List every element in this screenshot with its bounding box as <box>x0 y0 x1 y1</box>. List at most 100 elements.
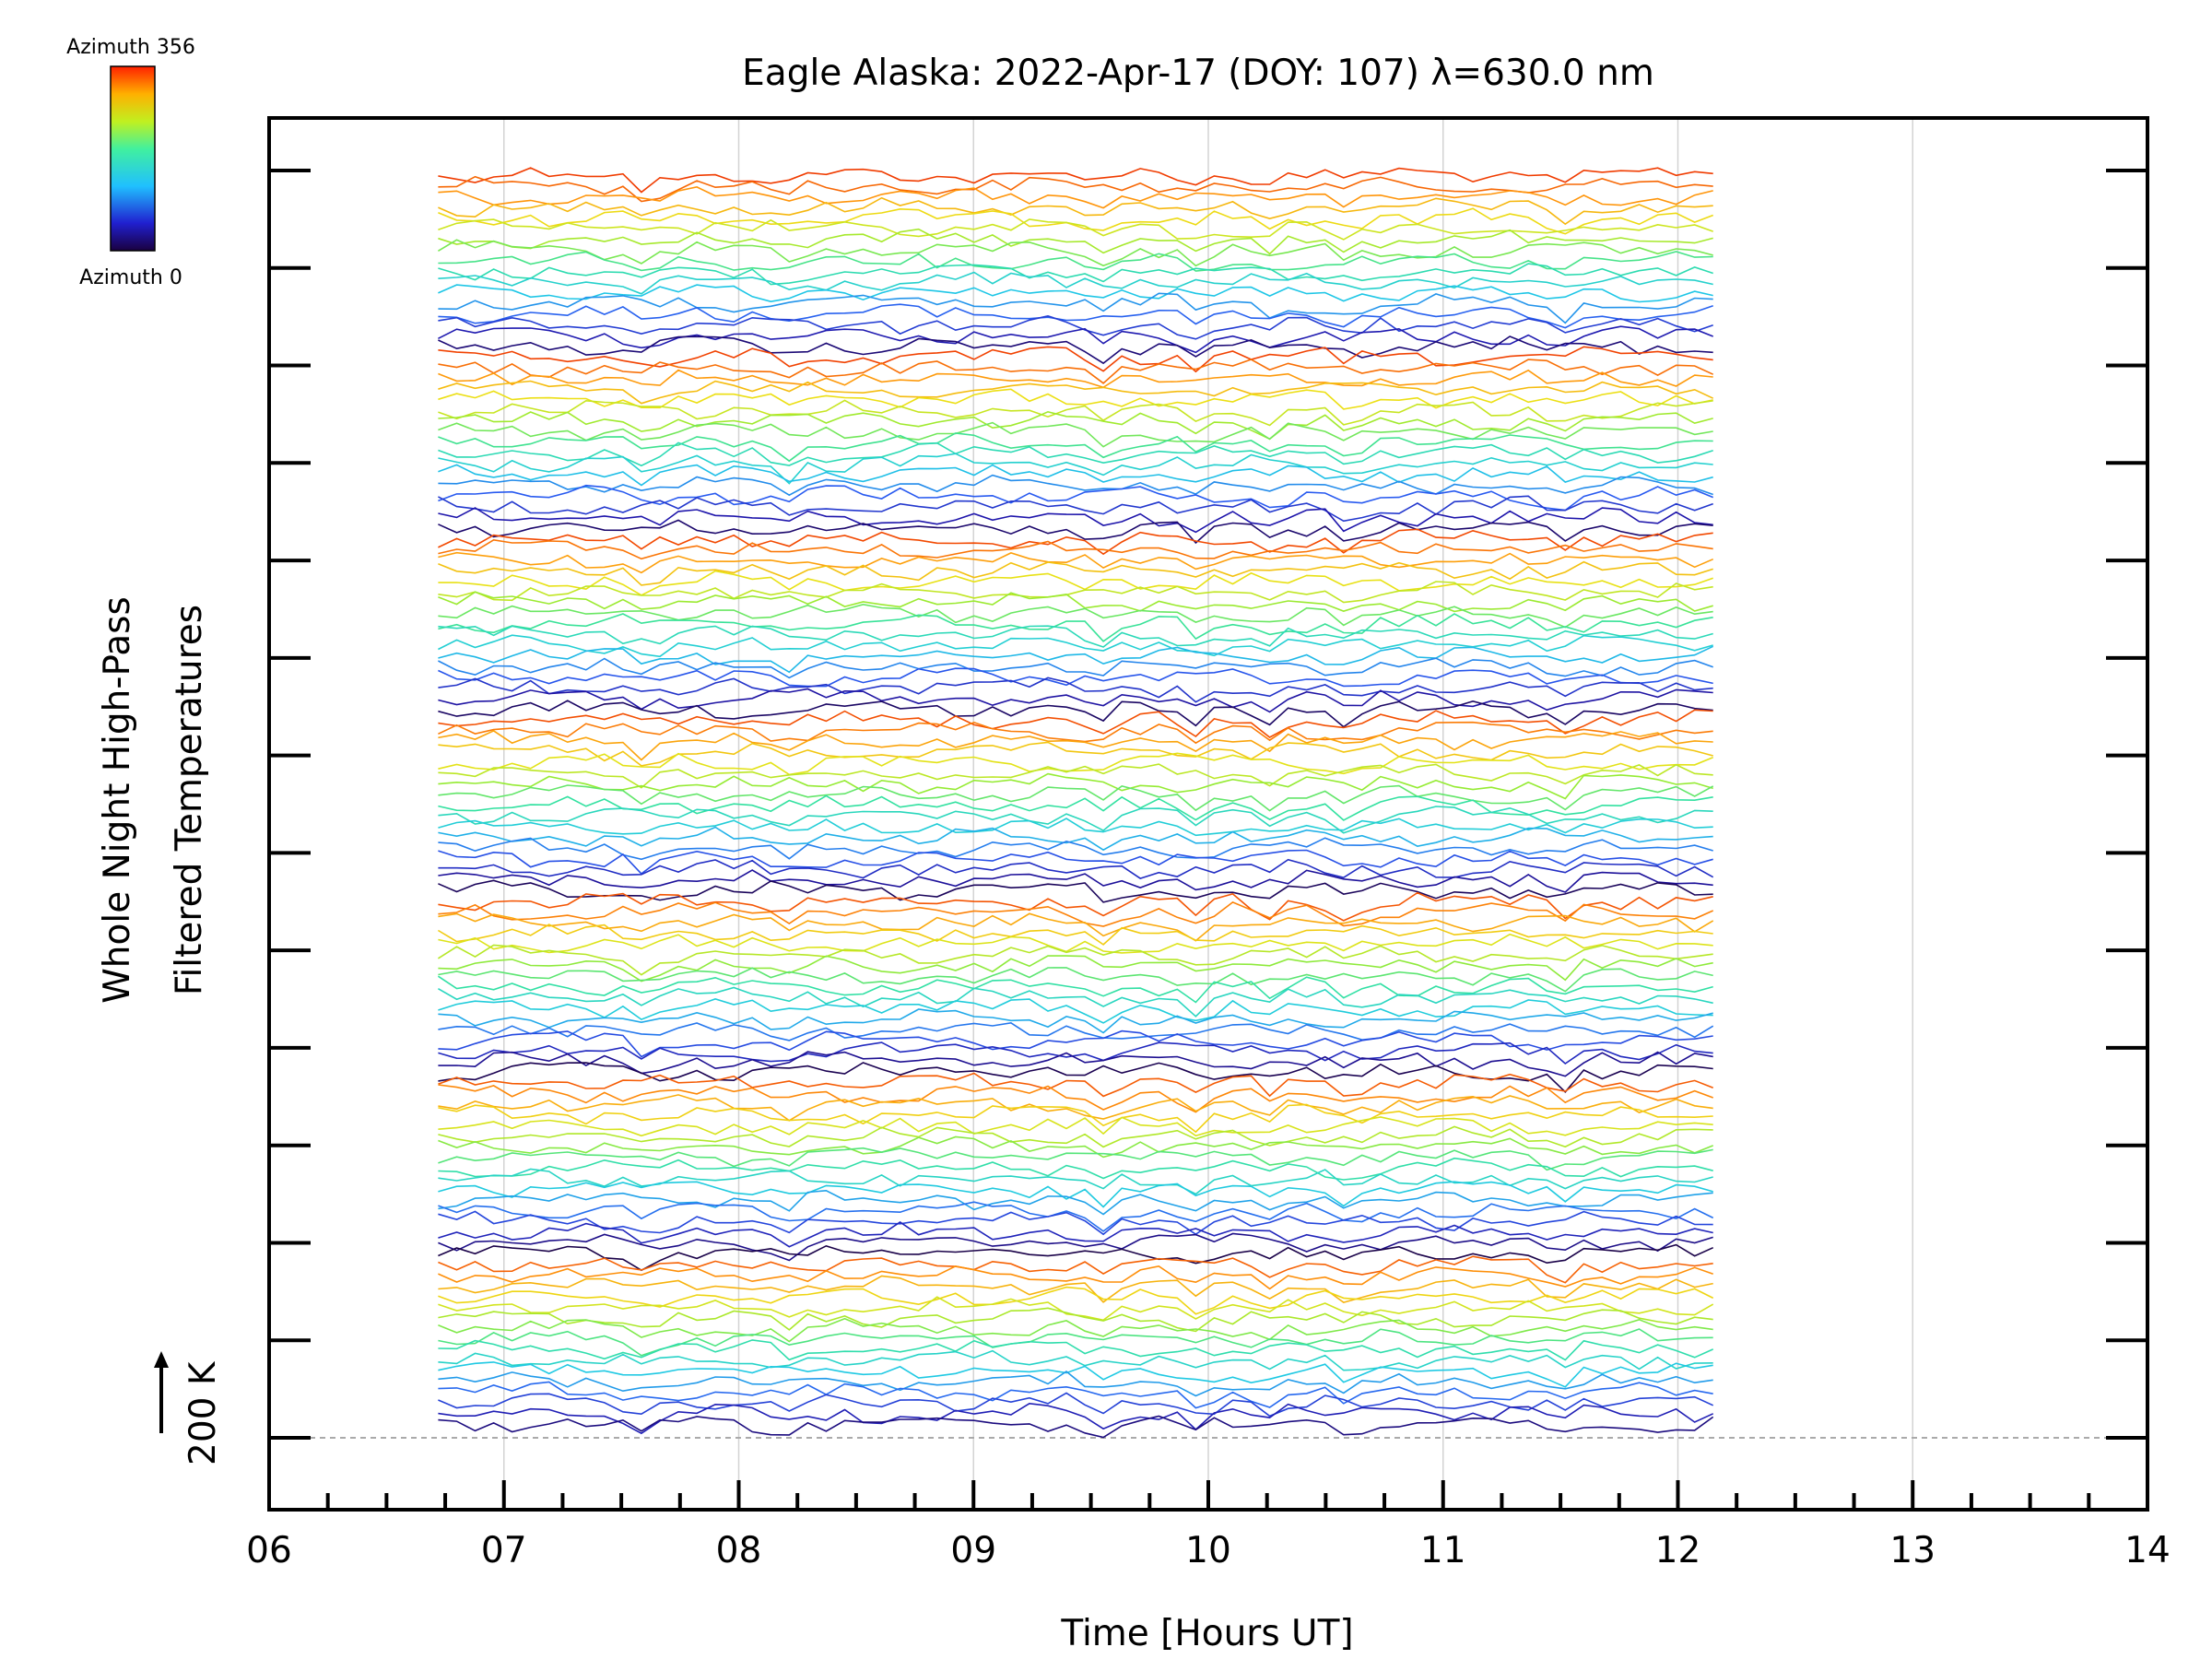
x-tick-label: 09 <box>950 1530 996 1571</box>
series-line <box>437 239 1713 267</box>
series-line <box>438 1094 1713 1122</box>
series-line <box>438 453 1713 485</box>
series-line <box>438 167 1713 194</box>
series-line <box>438 303 1713 329</box>
series-line <box>438 1008 1713 1034</box>
x-tick-labels: 06 07 08 09 10 11 12 13 14 <box>246 1530 2171 1571</box>
series-line <box>438 207 1713 235</box>
series-line <box>438 519 1713 545</box>
series-line <box>438 645 1714 674</box>
series-line <box>438 603 1713 629</box>
scale-marker-arrowhead <box>154 1351 169 1368</box>
series-line <box>438 1072 1713 1098</box>
series-line <box>438 1275 1713 1303</box>
series-line <box>438 263 1713 286</box>
series-line <box>438 1317 1713 1343</box>
series-line <box>438 826 1713 852</box>
series-line <box>438 806 1713 834</box>
series-line <box>438 1339 1714 1361</box>
series-line <box>438 763 1713 789</box>
series-line <box>438 560 1713 586</box>
series-line <box>438 441 1713 467</box>
series-line <box>438 421 1713 448</box>
series-line <box>438 879 1713 903</box>
series-line <box>438 388 1713 410</box>
series-line <box>438 1392 1714 1418</box>
series-line <box>438 528 1713 556</box>
series-line <box>438 1307 1713 1333</box>
series-line <box>438 667 1713 688</box>
series-line <box>438 677 1713 703</box>
series-line <box>438 1062 1713 1093</box>
series-line <box>438 721 1713 745</box>
colorbar-gradient <box>110 65 156 252</box>
series-line <box>438 784 1714 812</box>
scale-marker-label: 200 K <box>182 1360 224 1465</box>
series-line <box>438 688 1713 713</box>
x-tick-label: 08 <box>716 1530 762 1571</box>
series-line <box>438 218 1713 241</box>
series-line <box>438 1265 1713 1290</box>
series-line <box>438 359 1714 384</box>
series-line <box>438 1147 1713 1171</box>
series-line <box>438 186 1713 209</box>
series-line <box>438 1255 1713 1284</box>
series-line <box>438 464 1713 487</box>
series-line <box>438 1041 1713 1065</box>
y-axis-label-line1: Whole Night High-Pass <box>97 596 138 1004</box>
series-line <box>438 1030 1713 1058</box>
series-line <box>438 729 1713 761</box>
series-line <box>438 432 1713 463</box>
series-line <box>438 1232 1713 1262</box>
series-line <box>438 1201 1714 1232</box>
series-line <box>438 1103 1713 1134</box>
series-line <box>438 818 1713 837</box>
series-line <box>438 1286 1714 1315</box>
series-line <box>438 1181 1713 1208</box>
series-line <box>438 410 1713 441</box>
series-line <box>438 933 1713 954</box>
series-line <box>438 634 1713 658</box>
series-line <box>438 837 1713 861</box>
series-line <box>438 1116 1713 1137</box>
series-line <box>438 271 1713 295</box>
series-line <box>438 858 1714 879</box>
series-line <box>438 700 1713 728</box>
x-tick-label: 06 <box>246 1530 292 1571</box>
series-line <box>438 912 1714 942</box>
series-line <box>438 709 1713 738</box>
series-line <box>438 1157 1713 1181</box>
series-line <box>438 1135 1713 1159</box>
series-line <box>438 591 1713 613</box>
y-axis-label: Whole Night High-Pass Filtered Temperatu… <box>97 596 210 1004</box>
series-line <box>438 1189 1713 1216</box>
series-line <box>438 1415 1714 1439</box>
series-line <box>438 891 1713 922</box>
series-line <box>437 944 1713 976</box>
series-line <box>437 924 1713 946</box>
series-line <box>438 284 1713 303</box>
x-tick-label: 12 <box>1655 1530 1701 1571</box>
series-line <box>438 613 1713 642</box>
series-line <box>438 581 1713 604</box>
x-tick-label: 07 <box>481 1530 527 1571</box>
y-axis-label-line2: Filtered Temperatures <box>169 605 210 995</box>
x-axis-label: Time [Hours UT] <box>1060 1613 1353 1654</box>
series-line <box>438 1051 1713 1077</box>
series-line <box>438 507 1713 534</box>
x-tick-label: 10 <box>1185 1530 1231 1571</box>
series-line <box>438 849 1713 876</box>
series-line <box>438 369 1713 389</box>
series-line <box>438 570 1713 596</box>
series-line <box>438 292 1713 324</box>
series-line <box>438 474 1713 497</box>
series-line <box>438 551 1714 574</box>
series-group <box>437 167 1714 1439</box>
series-line <box>438 794 1713 821</box>
series-line <box>438 772 1713 800</box>
series-line <box>438 251 1713 272</box>
series-line <box>438 967 1713 993</box>
series-line <box>438 955 1713 982</box>
colorbar-min-label: Azimuth 0 <box>79 266 182 289</box>
